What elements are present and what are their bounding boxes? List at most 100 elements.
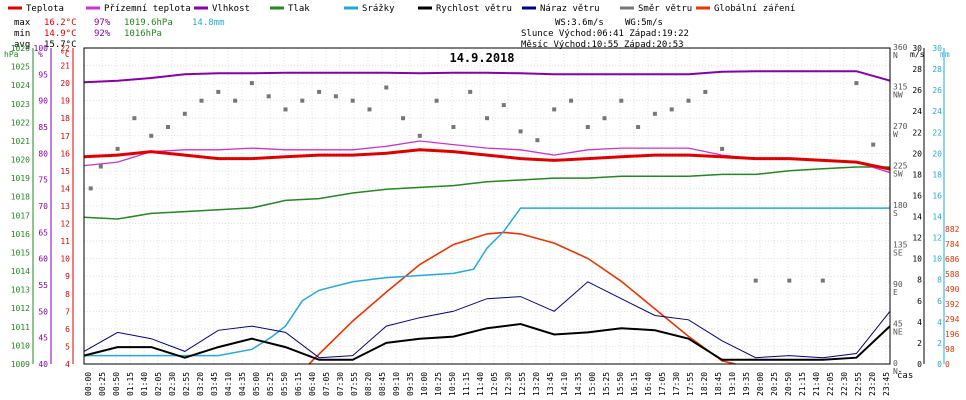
humidity-tick: 50 — [38, 307, 48, 316]
stats-avg-label: avg — [14, 40, 30, 50]
direction-point — [249, 81, 254, 86]
temperature-axis-unit: °C — [60, 50, 70, 59]
temperature-tick: 17 — [60, 132, 70, 141]
stats-min-temp: 14.9°C — [44, 29, 77, 39]
temperature-tick: 12 — [60, 220, 70, 229]
x-tick-label: 23:45 — [882, 372, 891, 396]
direction-point — [367, 107, 372, 112]
rain-tick: 8 — [937, 276, 942, 285]
direction-tick-label: NW — [893, 91, 903, 100]
x-tick-label: 21:15 — [798, 372, 807, 396]
pressure-tick: 1010 — [11, 341, 30, 350]
direction-point — [88, 186, 93, 191]
wind-tick: 2 — [917, 339, 922, 348]
x-tick-label: 12:30 — [504, 372, 513, 396]
pressure-tick: 1018 — [11, 193, 30, 202]
temperature-tick: 7 — [65, 307, 70, 316]
wind-tick: 22 — [912, 128, 922, 137]
legend-label-1: Přízemní teplota — [104, 4, 191, 14]
direction-point — [871, 142, 876, 147]
direction-point — [98, 164, 103, 169]
direction-point — [720, 146, 725, 151]
stats-wg: WG:5m/s — [625, 18, 663, 28]
temperature-tick: 22 — [60, 44, 70, 53]
x-tick-label: 10:25 — [434, 372, 443, 396]
stats-min-hum: 92% — [94, 29, 111, 39]
rain-axis-unit: mm — [940, 50, 950, 59]
temperature-tick: 5 — [65, 342, 70, 351]
temperature-tick: 14 — [60, 184, 70, 193]
legend-label-5: Rychlost větru — [436, 4, 512, 14]
series-layer — [83, 70, 891, 365]
humidity-axis-unit: % — [38, 50, 43, 59]
temperature-tick: 20 — [60, 79, 70, 88]
legend-label-3: Tlak — [288, 4, 310, 14]
stats-max-temp: 16.2°C — [44, 18, 77, 28]
direction-point — [333, 94, 338, 99]
direction-point — [283, 107, 288, 112]
series-srazky — [84, 207, 890, 357]
direction-point — [518, 129, 523, 134]
x-tick-label: 21:40 — [812, 372, 821, 396]
direction-point — [384, 85, 389, 90]
x-tick-label: 01:15 — [126, 372, 135, 396]
temperature-tick: 4 — [65, 360, 70, 369]
direction-point — [300, 98, 305, 103]
pressure-tick: 1012 — [11, 304, 30, 313]
series-vlhkost — [83, 70, 891, 84]
humidity-tick: 65 — [38, 228, 48, 237]
temperature-tick: 15 — [60, 167, 70, 176]
x-tick-label: 07:55 — [350, 372, 359, 396]
wind-tick: 28 — [912, 65, 922, 74]
pressure-tick: 1023 — [11, 100, 30, 109]
rain-tick: 6 — [937, 297, 942, 306]
series-naraz-vetru — [83, 281, 891, 359]
direction-point — [115, 146, 120, 151]
direction-point — [417, 133, 422, 138]
x-tick-label: 16:40 — [644, 372, 653, 396]
x-tick-label: 03:45 — [210, 372, 219, 396]
x-tick-label: 23:20 — [868, 372, 877, 396]
series-tlak — [83, 166, 890, 220]
x-tick-label: 08:45 — [378, 372, 387, 396]
direction-tick: 360 — [893, 43, 908, 52]
rain-tick: 16 — [932, 191, 942, 200]
direction-point — [451, 125, 456, 129]
direction-point — [669, 107, 674, 112]
wind-tick: 6 — [917, 297, 922, 306]
x-tick-label: 05:00 — [252, 372, 261, 396]
direction-point — [636, 125, 641, 129]
x-tick-label: 03:20 — [196, 372, 205, 396]
x-tick-label: 09:35 — [406, 372, 415, 396]
direction-point — [820, 278, 825, 283]
x-tick-label: 10:00 — [420, 372, 429, 396]
radiation-tick: 882 — [945, 225, 960, 234]
wind-axis-unit: m/s — [910, 50, 925, 59]
direction-point — [753, 278, 758, 283]
direction-point — [686, 98, 691, 103]
x-tick-label: 17:05 — [658, 372, 667, 396]
direction-point — [501, 103, 506, 108]
humidity-tick: 60 — [38, 255, 48, 264]
x-tick-label: 15:50 — [616, 372, 625, 396]
x-tick-label: 22:05 — [826, 372, 835, 396]
legend-label-2: Vlhkost — [212, 4, 250, 14]
direction-tick: 315 — [893, 83, 908, 92]
legend-label-4: Srážky — [362, 4, 395, 14]
temperature-tick: 16 — [60, 149, 70, 158]
direction-tick: 45 — [893, 320, 903, 329]
pressure-tick: 1024 — [11, 81, 30, 90]
wind-tick: 8 — [917, 276, 922, 285]
rain-tick: 22 — [932, 128, 942, 137]
humidity-tick: 55 — [38, 281, 48, 290]
wind-tick: 4 — [917, 318, 922, 327]
x-tick-label: 12:55 — [518, 372, 527, 396]
direction-point — [854, 81, 859, 86]
stats-max-hum: 97% — [94, 18, 111, 28]
x-tick-label: 00:50 — [112, 372, 121, 396]
pressure-tick: 1021 — [11, 137, 30, 146]
humidity-tick: 80 — [38, 149, 48, 158]
rain-tick: 18 — [932, 170, 942, 179]
pressure-tick: 1019 — [11, 174, 30, 183]
